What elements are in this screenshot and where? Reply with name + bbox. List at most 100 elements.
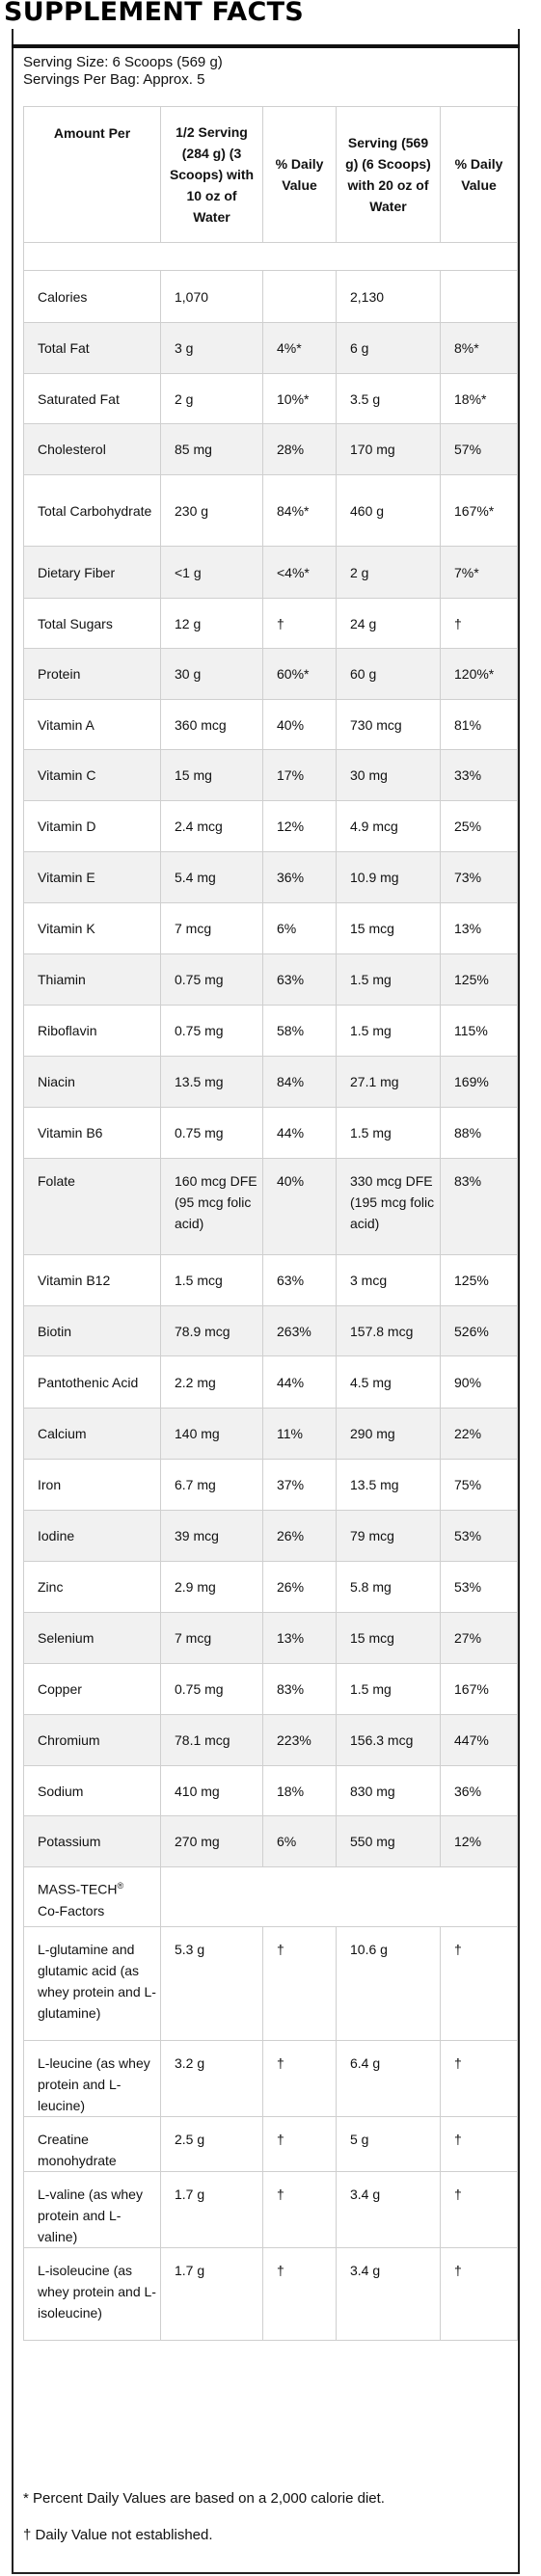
nutrient-name: Thiamin (23, 953, 161, 1006)
table-row: Folate 160 mcg DFE (95 mcg folic acid) 40%… (23, 1158, 518, 1255)
table-row: Dietary Fiber <1 g <4%* 2 g 7%* (23, 546, 518, 599)
full-serving-daily-value: 526% (440, 1305, 518, 1356)
full-serving-amount: 30 mg (336, 749, 441, 801)
half-serving-daily-value: 11% (262, 1408, 337, 1460)
half-serving-daily-value: <4%* (262, 546, 337, 599)
half-serving-amount: 78.1 mcg (160, 1714, 263, 1766)
full-serving-daily-value: 22% (440, 1408, 518, 1460)
cofactors-subtitle: Co-Factors (38, 1902, 105, 1919)
half-serving-amount: 7 mcg (160, 1612, 263, 1664)
half-serving-daily-value: 13% (262, 1612, 337, 1664)
full-serving-daily-value: 75% (440, 1459, 518, 1511)
half-serving-daily-value: 84%* (262, 474, 337, 547)
full-serving-daily-value: 13% (440, 902, 518, 954)
half-serving-daily-value: 26% (262, 1510, 337, 1562)
nutrient-name: Calories (23, 270, 161, 323)
cofactor-full-amount: 5 g (336, 2116, 441, 2172)
full-serving-daily-value: 36% (440, 1765, 518, 1816)
header-daily-value-half: % Daily Value (262, 106, 337, 243)
half-serving-amount: 5.4 mg (160, 851, 263, 903)
full-serving-amount: 1.5 mg (336, 953, 441, 1006)
header-daily-value-full: % Daily Value (440, 106, 518, 243)
table-row: Biotin 78.9 mcg 263% 157.8 mcg 526% (23, 1305, 518, 1356)
footnote-percent-daily: * Percent Daily Values are based on a 2,… (23, 2490, 385, 2507)
full-serving-daily-value: 88% (440, 1107, 518, 1159)
cofactors-brand: MASS-TECH (38, 1881, 118, 1897)
half-serving-daily-value: 36% (262, 851, 337, 903)
full-serving-daily-value: 25% (440, 800, 518, 852)
table-row: Cholesterol 85 mg 28% 170 mg 57% (23, 423, 518, 475)
table-row: Saturated Fat 2 g 10%* 3.5 g 18%* (23, 373, 518, 424)
cofactor-full-amount: 3.4 g (336, 2171, 441, 2248)
servings-per-bag: Servings Per Bag: Approx. 5 (23, 71, 205, 88)
half-serving-daily-value: 10%* (262, 373, 337, 424)
nutrient-name: Iron (23, 1459, 161, 1511)
half-serving-amount: 160 mcg DFE (95 mcg folic acid) (160, 1158, 263, 1255)
nutrient-name: Total Fat (23, 322, 161, 374)
panel-title: SUPPLEMENT FACTS (4, 0, 305, 27)
nutrient-name: Vitamin E (23, 851, 161, 903)
half-serving-amount: 2.4 mcg (160, 800, 263, 852)
cofactor-half-amount: 1.7 g (160, 2171, 263, 2248)
table-body: Calories 1,070 2,130 Total Fat 3 g 4%* 6 g 8%* S… (23, 242, 518, 2341)
table-row: Thiamin 0.75 mg 63% 1.5 mg 125% (23, 953, 518, 1006)
table-row: Selenium 7 mcg 13% 15 mcg 27% (23, 1612, 518, 1664)
table-row: Total Sugars 12 g † 24 g † (23, 598, 518, 649)
full-serving-daily-value: 167%* (440, 474, 518, 547)
header-half-serving: 1/2 Serving (284 g) (3 Scoops) with 10 o… (160, 106, 263, 243)
panel-border (12, 29, 520, 2574)
nutrient-name: Calcium (23, 1408, 161, 1460)
nutrient-name: Vitamin A (23, 699, 161, 750)
half-serving-daily-value: 17% (262, 749, 337, 801)
full-serving-amount: 2 g (336, 546, 441, 599)
half-serving-amount: 2 g (160, 373, 263, 424)
half-serving-amount: 270 mg (160, 1815, 263, 1867)
half-serving-amount: 1,070 (160, 270, 263, 323)
nutrient-name: Cholesterol (23, 423, 161, 475)
table-row: Pantothenic Acid 2.2 mg 44% 4.5 mg 90% (23, 1355, 518, 1409)
half-serving-daily-value: 26% (262, 1561, 337, 1613)
half-serving-amount: 2.9 mg (160, 1561, 263, 1613)
full-serving-daily-value: 73% (440, 851, 518, 903)
half-serving-daily-value: 60%* (262, 648, 337, 700)
half-serving-daily-value: 12% (262, 800, 337, 852)
full-serving-daily-value: 18%* (440, 373, 518, 424)
half-serving-daily-value: 263% (262, 1305, 337, 1356)
full-serving-amount: 4.9 mcg (336, 800, 441, 852)
full-serving-daily-value: 53% (440, 1561, 518, 1613)
half-serving-amount: 1.5 mcg (160, 1254, 263, 1306)
full-serving-amount: 2,130 (336, 270, 441, 323)
full-serving-amount: 460 g (336, 474, 441, 547)
cofactor-name: L-isoleucine (as whey protein and L-isol… (23, 2247, 161, 2341)
nutrient-name: Biotin (23, 1305, 161, 1356)
cofactors-header-empty (160, 1866, 518, 1927)
half-serving-daily-value: 44% (262, 1355, 337, 1409)
half-serving-amount: 0.75 mg (160, 1005, 263, 1057)
half-serving-amount: 360 mcg (160, 699, 263, 750)
table-row: Potassium 270 mg 6% 550 mg 12% (23, 1815, 518, 1867)
full-serving-daily-value: 53% (440, 1510, 518, 1562)
cofactor-half-daily-value: † (262, 2171, 337, 2248)
full-serving-daily-value: 33% (440, 749, 518, 801)
half-serving-amount: 0.75 mg (160, 1107, 263, 1159)
full-serving-amount: 330 mcg DFE (195 mcg folic acid) (336, 1158, 441, 1255)
table-row: Calories 1,070 2,130 (23, 270, 518, 323)
serving-size: Serving Size: 6 Scoops (569 g) (23, 54, 223, 70)
half-serving-amount: 0.75 mg (160, 953, 263, 1006)
full-serving-amount: 1.5 mg (336, 1005, 441, 1057)
half-serving-amount: 85 mg (160, 423, 263, 475)
nutrient-name: Vitamin K (23, 902, 161, 954)
half-serving-daily-value: 223% (262, 1714, 337, 1766)
full-serving-daily-value: 81% (440, 699, 518, 750)
full-serving-amount: 79 mcg (336, 1510, 441, 1562)
half-serving-daily-value: 58% (262, 1005, 337, 1057)
half-serving-amount: 140 mg (160, 1408, 263, 1460)
full-serving-amount: 830 mg (336, 1765, 441, 1816)
footnote-dagger: † Daily Value not established. (23, 2527, 213, 2543)
nutrient-name: Vitamin B6 (23, 1107, 161, 1159)
half-serving-amount: 3 g (160, 322, 263, 374)
table-row: Vitamin A 360 mcg 40% 730 mcg 81% (23, 699, 518, 750)
full-serving-amount: 170 mg (336, 423, 441, 475)
table-row: Chromium 78.1 mcg 223% 156.3 mcg 447% (23, 1714, 518, 1766)
